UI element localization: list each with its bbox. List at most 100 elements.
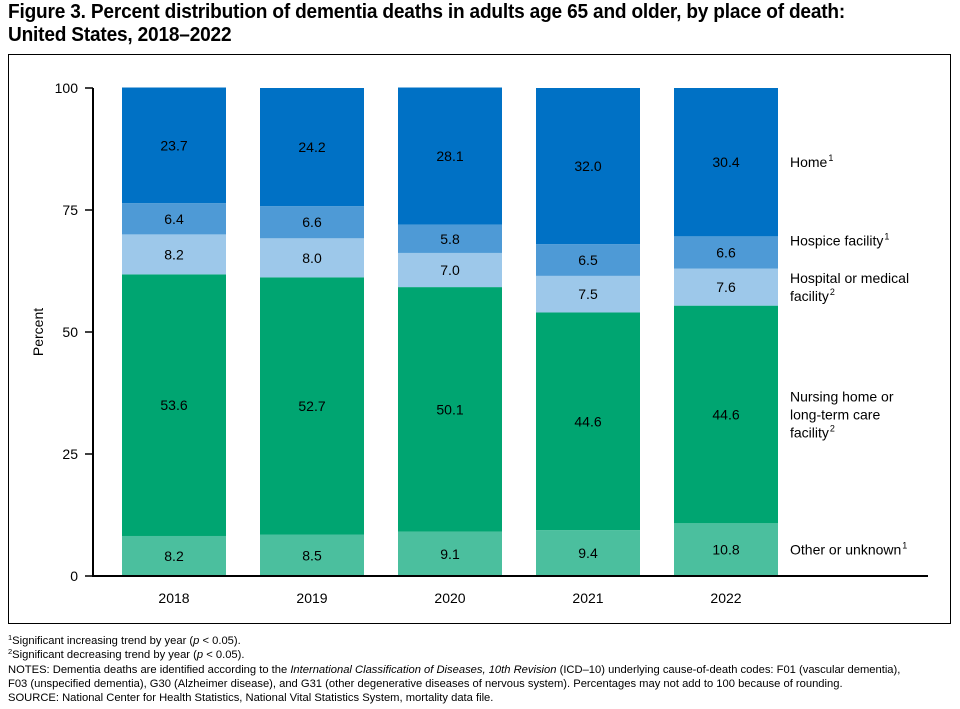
legend-label-1-line-1: long-term care <box>790 406 880 422</box>
data-label-2021-2: 7.5 <box>578 286 598 302</box>
y-tick-label-25: 25 <box>62 446 78 462</box>
bar-segment-2020-4 <box>398 87 502 225</box>
bar-segment-2020-0 <box>398 531 502 576</box>
data-label-2020-2: 7.0 <box>440 262 460 278</box>
bar-segment-2021-0 <box>536 530 640 576</box>
data-label-2021-0: 9.4 <box>578 545 598 561</box>
legend-text-2-0: Hospital or medical <box>790 270 909 286</box>
footnote-2-text: Significant decreasing trend by year ( <box>12 649 197 662</box>
data-label-2022-1: 44.6 <box>712 406 739 422</box>
x-tick-label-2022: 2022 <box>710 590 741 606</box>
legend-text-2-1: facility <box>790 288 829 304</box>
x-tick-label-2021: 2021 <box>572 590 603 606</box>
legend-text-1-0: Nursing home or <box>790 388 894 404</box>
bar-segment-2018-4 <box>122 87 226 204</box>
bar-segment-2018-2 <box>122 234 226 275</box>
bar-segment-2019-3 <box>260 206 364 239</box>
bar-segment-2021-2 <box>536 275 640 313</box>
data-label-2018-2: 8.2 <box>164 246 184 262</box>
legend-footnote-marker-3: 1 <box>884 231 889 241</box>
bar-segment-2022-1 <box>674 305 778 524</box>
bar-segment-2020-3 <box>398 224 502 253</box>
data-label-2021-4: 32.0 <box>574 158 601 174</box>
legend-text-0-0: Other or unknown <box>790 542 901 558</box>
source-line: SOURCE: National Center for Health Stati… <box>8 692 494 705</box>
y-axis-label: Percent <box>30 308 46 356</box>
data-label-2021-1: 44.6 <box>574 413 601 429</box>
x-tick-label-2018: 2018 <box>158 590 189 606</box>
data-label-2019-0: 8.5 <box>302 547 322 563</box>
footnote-1-text: Significant increasing trend by year ( <box>12 635 194 647</box>
bar-segment-2021-3 <box>536 244 640 276</box>
footnote-1-p: p <box>193 635 200 647</box>
data-label-2022-0: 10.8 <box>712 542 739 558</box>
notes-line-2: F03 (unspecified dementia), G30 (Alzheim… <box>8 677 843 690</box>
legend-footnote-marker-2: 2 <box>830 287 835 297</box>
notes-text-a: NOTES: Dementia deaths are identified ac… <box>8 663 291 676</box>
legend-label-4-line-0: Home1 <box>790 153 833 170</box>
legend-footnote-marker-0: 1 <box>902 541 907 551</box>
footnote-2-rest: < 0.05). <box>203 649 245 662</box>
notes-text-b: (ICD–10) underlying cause-of-death codes… <box>556 663 901 676</box>
footnote-1-marker: 1 <box>8 633 13 642</box>
bar-segment-2018-0 <box>122 535 226 576</box>
data-label-2021-3: 6.5 <box>578 252 598 268</box>
data-label-2019-2: 8.0 <box>302 250 322 266</box>
data-label-2020-3: 5.8 <box>440 231 460 247</box>
legend-text-4-0: Home <box>790 154 828 170</box>
legend-label-2-line-1: facility2 <box>790 287 835 304</box>
footnote-2-p: p <box>196 649 204 662</box>
data-label-2022-3: 6.6 <box>716 244 736 260</box>
notes-icd-title: International Classification of Diseases… <box>290 663 557 676</box>
bar-segment-2022-0 <box>674 523 778 576</box>
legend-footnote-marker-4: 1 <box>828 153 833 163</box>
data-label-2018-1: 53.6 <box>160 397 187 413</box>
footnotes: 1Significant increasing trend by year (p… <box>8 634 956 705</box>
data-label-2022-2: 7.6 <box>716 279 736 295</box>
y-tick-label-100: 100 <box>55 80 79 96</box>
bar-segment-2020-2 <box>398 252 502 288</box>
figure-title-line2: United States, 2018–2022 <box>8 23 232 46</box>
legend-text-1-2: facility <box>790 424 829 440</box>
data-label-2018-4: 23.7 <box>160 137 187 153</box>
y-tick-label-75: 75 <box>62 202 78 218</box>
legend-text-1-1: long-term care <box>790 406 880 422</box>
legend-label-1-line-2: facility2 <box>790 423 835 440</box>
stacked-bar-chart: 8.253.68.26.423.720188.552.78.06.624.220… <box>30 80 928 606</box>
bar-segment-2018-3 <box>122 203 226 235</box>
bar-segment-2019-1 <box>260 277 364 535</box>
chart-frame <box>8 54 951 624</box>
bar-segment-2019-0 <box>260 534 364 576</box>
footnote-2: 2Significant decreasing trend by year (p… <box>8 648 956 662</box>
data-label-2019-3: 6.6 <box>302 214 322 230</box>
bar-segment-2022-4 <box>674 88 778 237</box>
x-tick-label-2019: 2019 <box>296 590 327 606</box>
bar-segment-2021-4 <box>536 88 640 245</box>
figure-title: Figure 3. Percent distribution of dement… <box>8 0 886 46</box>
data-label-2020-0: 9.1 <box>440 546 460 562</box>
x-tick-label-2020: 2020 <box>434 590 465 606</box>
bar-segment-2021-1 <box>536 312 640 531</box>
data-label-2020-1: 50.1 <box>436 401 463 417</box>
y-tick-label-0: 0 <box>70 568 78 584</box>
data-label-2019-1: 52.7 <box>298 398 325 414</box>
data-label-2019-4: 24.2 <box>298 139 325 155</box>
data-label-2022-4: 30.4 <box>712 154 739 170</box>
bar-segment-2018-1 <box>122 274 226 536</box>
bar-segment-2020-1 <box>398 287 502 532</box>
data-label-2020-4: 28.1 <box>436 148 463 164</box>
data-label-2018-0: 8.2 <box>164 548 184 564</box>
legend-label-2-line-0: Hospital or medical <box>790 270 909 286</box>
legend-footnote-marker-1: 2 <box>830 423 835 433</box>
footnote-2-marker: 2 <box>8 647 13 657</box>
figure-title-line1: Figure 3. Percent distribution of dement… <box>8 0 846 23</box>
footnote-1-rest: < 0.05). <box>199 635 241 647</box>
bar-segment-2022-3 <box>674 236 778 269</box>
data-label-2018-3: 6.4 <box>164 211 184 227</box>
legend-label-1-line-0: Nursing home or <box>790 388 894 404</box>
bar-segment-2019-2 <box>260 238 364 278</box>
y-tick-label-50: 50 <box>62 324 78 340</box>
notes-line-1: NOTES: Dementia deaths are identified ac… <box>8 663 956 677</box>
legend-label-0-line-0: Other or unknown1 <box>790 541 907 558</box>
legend-text-3-0: Hospice facility <box>790 232 883 248</box>
